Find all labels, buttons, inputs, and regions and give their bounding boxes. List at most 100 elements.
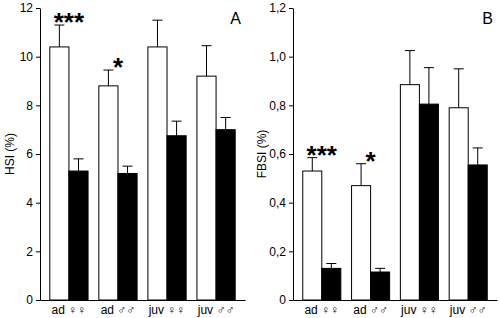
bar [303,171,322,300]
tick: 0,2 [269,245,293,259]
error-bar [326,264,336,269]
tick-label: 0,8 [269,99,286,113]
tick: 6 [26,147,40,161]
tick: juv ♂♂ [197,300,235,317]
error-bar [152,20,162,47]
tick: 8 [26,99,40,113]
tick: 2 [26,245,40,259]
tick: ad ♂♂ [101,300,136,317]
error-bar [202,46,212,76]
error-cap [73,158,83,159]
tick: 1,2 [269,1,293,15]
error-cap [202,45,212,46]
error-bar [454,69,464,108]
error-cap [473,147,483,148]
error-stem [78,159,79,171]
error-bar [221,118,231,130]
error-cap [375,268,385,269]
tick: 0,8 [269,99,293,113]
panel: 024681012ad ♀♀ad ♂♂juv ♀♀juv ♂♂HSI (%)A*… [3,1,245,316]
bar [118,173,137,300]
error-bar [473,148,483,165]
bar [99,86,118,300]
error-stem [380,268,381,272]
tick-label: 10 [20,50,34,64]
tick-mark [289,300,293,301]
annotation: *** [54,7,85,37]
tick-label: ad ♂♂ [101,303,136,317]
tick: ad ♀♀ [52,300,87,317]
series [322,68,487,300]
error-cap [405,50,415,51]
tick-label: juv ♀♀ [400,303,438,317]
bar [216,130,235,300]
error-stem [428,68,429,105]
bar [419,104,438,300]
tick-label: 1,2 [269,1,286,15]
tick-label: juv ♂♂ [449,303,487,317]
panel-label: A [230,10,241,27]
x-axis: ad ♀♀ad ♂♂juv ♀♀juv ♂♂ [41,300,246,317]
tick-mark [289,57,293,58]
error-cap [454,68,464,69]
tick-label: 1,0 [269,50,286,64]
axis-line [40,9,41,301]
error-stem [206,46,207,76]
error-stem [477,148,478,165]
tick-label: 0 [26,293,33,307]
panel-label: B [482,10,493,27]
axis-line [294,300,498,301]
error-cap [326,263,336,264]
tick-mark [289,203,293,204]
tick: 4 [26,196,40,210]
tick: 1,0 [269,50,293,64]
error-bar [103,70,113,86]
bar [468,165,487,300]
error-stem [225,118,226,130]
error-stem [108,70,109,86]
y-axis: 00,20,40,60,81,01,2 [269,1,293,307]
tick-mark [36,57,40,58]
tick-label: 0,6 [269,147,286,161]
tick-mark [36,203,40,204]
bar [197,76,216,300]
tick-label: 6 [26,147,33,161]
tick-label: 4 [26,196,33,210]
tick-label: 0,2 [269,245,286,259]
error-cap [172,121,182,122]
error-cap [221,117,231,118]
tick-label: 0,4 [269,196,286,210]
error-cap [424,67,434,68]
error-stem [458,69,459,108]
error-stem [409,51,410,85]
tick-label: 12 [20,1,34,15]
axis-title: FBSI (%) [255,130,269,179]
tick-label: ad ♀♀ [52,303,87,317]
error-stem [331,264,332,269]
series [69,118,235,301]
error-cap [152,20,162,21]
tick-mark [289,105,293,106]
tick-label: 8 [26,99,33,113]
tick-mark [289,8,293,9]
error-bar [172,121,182,136]
tick: juv ♀♀ [400,300,438,317]
bar [167,136,186,300]
y-axis: 0 2 4 6 8 10 12 [20,1,41,307]
tick: 0 [26,293,40,307]
tick-label: 2 [26,245,33,259]
error-cap [123,166,133,167]
tick-label: ad ♀♀ [304,303,339,317]
annotation: * [366,146,377,176]
panel: 00,20,40,60,81,01,2ad ♀♀ad ♂♂juv ♀♀juv ♂… [255,1,497,316]
tick: juv ♂♂ [449,300,487,317]
tick: 10 [20,50,40,64]
bar [352,186,371,300]
tick-mark [36,105,40,106]
error-cap [103,70,113,71]
tick-label: ad ♂♂ [353,303,388,317]
tick-mark [36,154,40,155]
annotation: *** [307,140,338,170]
tick-mark [36,300,40,301]
tick-mark [36,251,40,252]
